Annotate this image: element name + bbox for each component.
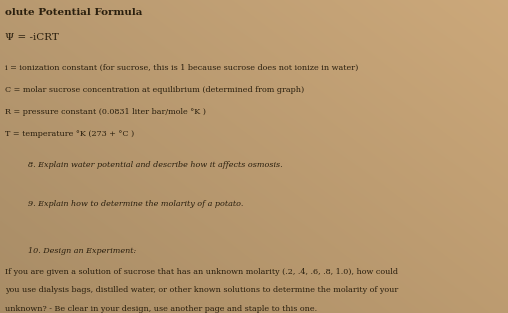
Text: 10. Design an Experiment:: 10. Design an Experiment: <box>28 247 136 255</box>
Text: R = pressure constant (0.0831 liter bar/mole °K ): R = pressure constant (0.0831 liter bar/… <box>5 108 206 116</box>
Text: unknown? - Be clear in your design, use another page and staple to this one.: unknown? - Be clear in your design, use … <box>5 305 317 313</box>
Text: you use dialysis bags, distilled water, or other known solutions to determine th: you use dialysis bags, distilled water, … <box>5 286 398 295</box>
Text: T = temperature °K (273 + °C ): T = temperature °K (273 + °C ) <box>5 130 134 138</box>
Text: 9. Explain how to determine the molarity of a potato.: 9. Explain how to determine the molarity… <box>28 200 243 208</box>
Text: C = molar sucrose concentration at equilibrium (determined from graph): C = molar sucrose concentration at equil… <box>5 86 304 94</box>
Text: i = ionization constant (for sucrose, this is 1 because sucrose does not ionize : i = ionization constant (for sucrose, th… <box>5 64 359 72</box>
Text: Ψ = -iCRT: Ψ = -iCRT <box>5 33 59 42</box>
Text: olute Potential Formula: olute Potential Formula <box>5 8 142 17</box>
Text: If you are given a solution of sucrose that has an unknown molarity (.2, .4, .6,: If you are given a solution of sucrose t… <box>5 268 398 276</box>
Text: 8. Explain water potential and describe how it affects osmosis.: 8. Explain water potential and describe … <box>28 161 282 169</box>
